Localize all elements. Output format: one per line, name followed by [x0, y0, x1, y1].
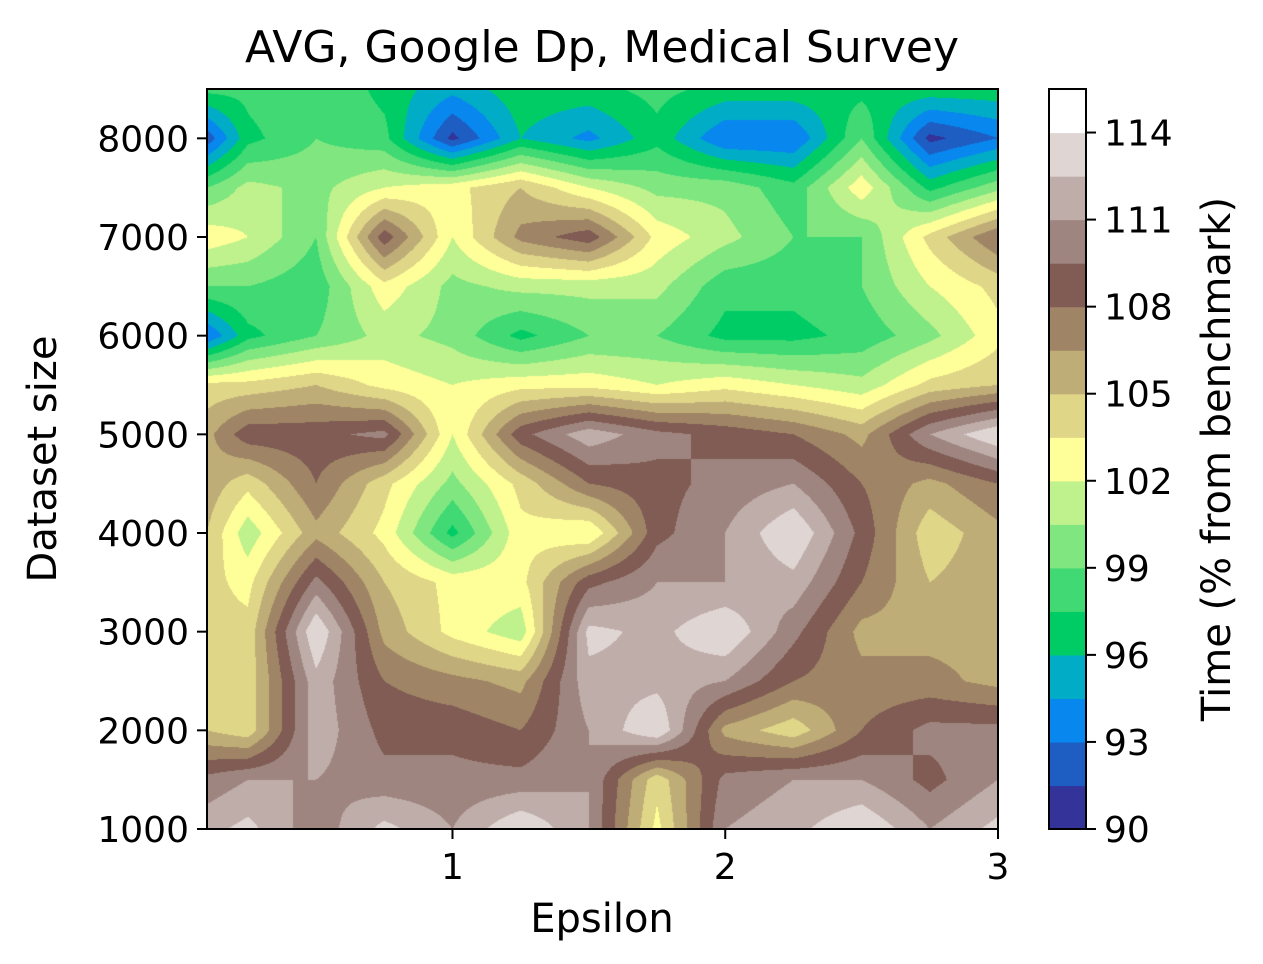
x-tick-label: 2	[714, 847, 737, 888]
y-tick-label: 6000	[97, 317, 189, 358]
colorbar-band	[1049, 480, 1086, 525]
colorbar	[1049, 89, 1086, 830]
colorbar-tick-label: 96	[1104, 636, 1150, 677]
colorbar-tick-label: 114	[1104, 114, 1173, 155]
colorbar-tick-label: 90	[1104, 810, 1150, 851]
x-tick-label: 3	[987, 847, 1010, 888]
plot-area	[207, 89, 998, 829]
colorbar-band	[1049, 176, 1086, 221]
colorbar-tick-label: 105	[1104, 375, 1173, 416]
colorbar-band	[1049, 219, 1086, 264]
y-tick-label: 5000	[97, 415, 189, 456]
colorbar-tick-label: 102	[1104, 462, 1173, 503]
colorbar-band	[1049, 698, 1086, 743]
colorbar-band	[1049, 263, 1086, 308]
colorbar-band	[1049, 306, 1086, 351]
x-tick-label: 1	[441, 847, 464, 888]
colorbar-axis: 90 93 96 99 102 105 108 111 114	[1086, 114, 1173, 851]
colorbar-band	[1049, 524, 1086, 569]
y-tick-label: 1000	[97, 810, 189, 851]
colorbar-band	[1049, 654, 1086, 700]
y-axis: 1000 2000 3000 4000 5000 6000 7000 8000	[97, 119, 207, 851]
colorbar-band	[1049, 393, 1086, 438]
y-tick-label: 3000	[97, 613, 189, 654]
colorbar-band	[1049, 437, 1086, 482]
colorbar-band	[1049, 741, 1086, 787]
colorbar-band	[1049, 89, 1086, 134]
plot-frame	[206, 88, 999, 830]
colorbar-band	[1049, 350, 1086, 395]
colorbar-band	[1049, 567, 1086, 612]
y-axis-title: Dataset size	[20, 336, 66, 583]
x-axis-title: Epsilon	[530, 896, 674, 942]
colorbar-tick-label: 108	[1104, 288, 1173, 329]
chart-title: AVG, Google Dp, Medical Survey	[245, 22, 959, 73]
colorbar-band	[1049, 611, 1086, 656]
colorbar-title: Time (% from benchmark)	[1194, 197, 1240, 722]
y-tick-label: 4000	[97, 514, 189, 555]
colorbar-tick-label: 111	[1104, 201, 1173, 242]
colorbar-frame	[1048, 88, 1087, 830]
colorbar-band	[1049, 785, 1086, 830]
colorbar-band	[1049, 132, 1086, 177]
y-tick-label: 7000	[97, 218, 189, 259]
colorbar-tick-label: 99	[1104, 549, 1150, 590]
y-tick-label: 8000	[97, 119, 189, 160]
y-tick-label: 2000	[97, 711, 189, 752]
contour-fill	[207, 89, 998, 829]
colorbar-tick-label: 93	[1104, 723, 1150, 764]
x-axis: 1 2 3	[441, 829, 1009, 888]
